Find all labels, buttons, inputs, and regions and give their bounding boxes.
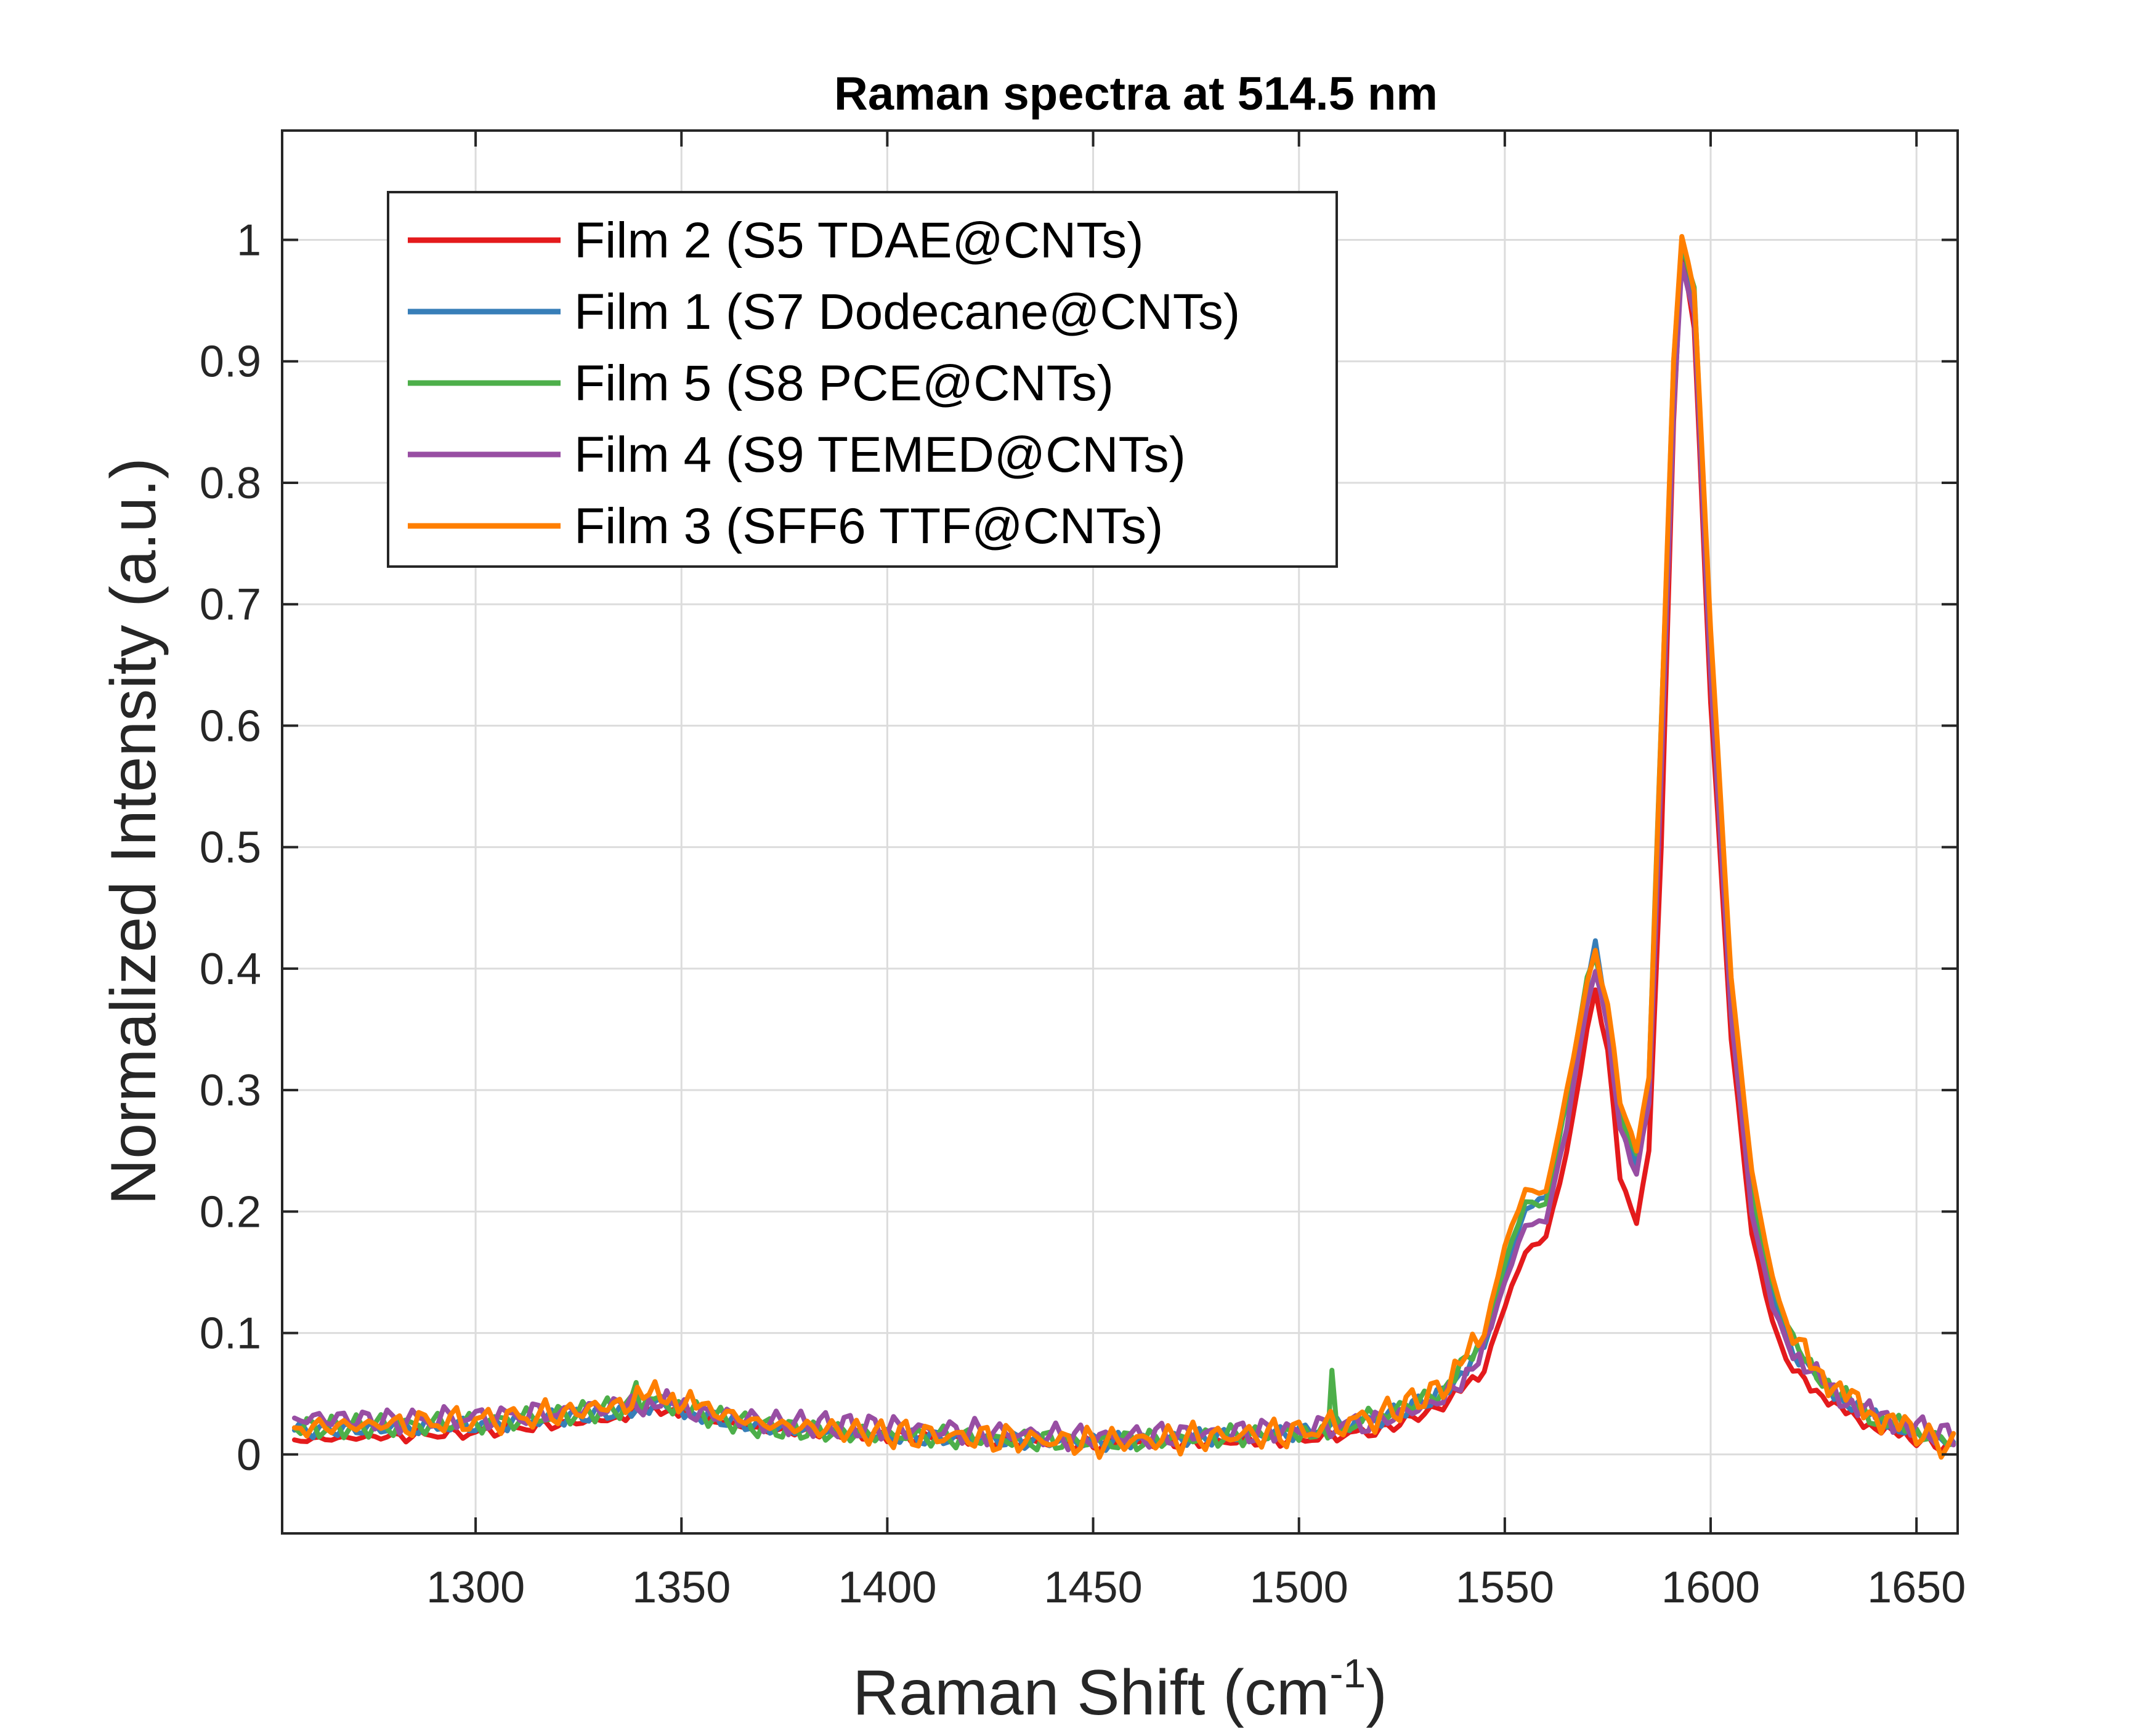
x-tick-label: 1650 bbox=[1867, 1563, 1966, 1612]
series-line bbox=[292, 234, 1956, 1460]
x-axis-label-suffix: ) bbox=[1366, 1657, 1387, 1728]
x-axis-label-main: Raman Shift (cm bbox=[853, 1657, 1329, 1728]
x-tick-labels: 1300 1350 1400 1450 1500 1550 1600 1650 bbox=[426, 1563, 1966, 1612]
legend-item: Film 2 (S5 TDAE@CNTs) bbox=[408, 212, 1144, 268]
y-tick-label: 0.1 bbox=[200, 1309, 261, 1359]
y-tick-label: 1 bbox=[237, 216, 261, 265]
y-axis-label: Normalized Intensity (a.u.) bbox=[98, 458, 169, 1205]
y-tick-labels: 0 0.1 0.2 0.3 0.4 0.5 0.6 0.7 0.8 0.9 1 bbox=[200, 216, 261, 1480]
x-tick-label: 1550 bbox=[1456, 1563, 1554, 1612]
y-tick-label: 0.2 bbox=[200, 1187, 261, 1237]
y-tick-label: 0.3 bbox=[200, 1066, 261, 1115]
axis-ticks bbox=[282, 131, 1958, 1533]
legend-label: Film 2 (S5 TDAE@CNTs) bbox=[574, 212, 1144, 268]
y-tick-label: 0 bbox=[237, 1431, 261, 1480]
x-axis-label: Raman Shift (cm-1) bbox=[853, 1650, 1387, 1728]
chart-title: Raman spectra at 514.5 nm bbox=[834, 68, 1438, 120]
y-tick-label: 0.7 bbox=[200, 580, 261, 629]
y-tick-label: 0.8 bbox=[200, 459, 261, 508]
x-tick-label: 1300 bbox=[426, 1563, 525, 1612]
legend-label: Film 1 (S7 Dodecane@CNTs) bbox=[574, 284, 1240, 340]
series-lines bbox=[292, 234, 1956, 1460]
legend-label: Film 5 (S8 PCE@CNTs) bbox=[574, 355, 1114, 411]
y-tick-label: 0.9 bbox=[200, 337, 261, 387]
legend-entries: Film 2 (S5 TDAE@CNTs) Film 1 (S7 Dodecane… bbox=[408, 212, 1240, 554]
y-tick-label: 0.4 bbox=[200, 945, 261, 994]
legend-label: Film 4 (S9 TEMED@CNTs) bbox=[574, 427, 1186, 483]
x-tick-label: 1400 bbox=[838, 1563, 936, 1612]
x-tick-label: 1500 bbox=[1250, 1563, 1348, 1612]
legend-box bbox=[387, 191, 1338, 568]
y-tick-label: 0.5 bbox=[200, 823, 261, 873]
legend-label: Film 3 (SFF6 TTF@CNTs) bbox=[574, 498, 1163, 554]
plot-frame bbox=[281, 129, 1959, 1535]
legend: Film 2 (S5 TDAE@CNTs) Film 1 (S7 Dodecane… bbox=[387, 191, 1338, 568]
legend-item: Film 3 (SFF6 TTF@CNTs) bbox=[408, 498, 1163, 554]
legend-item: Film 5 (S8 PCE@CNTs) bbox=[408, 355, 1114, 411]
legend-item: Film 1 (S7 Dodecane@CNTs) bbox=[408, 284, 1240, 340]
x-tick-label: 1350 bbox=[632, 1563, 731, 1612]
x-tick-label: 1600 bbox=[1661, 1563, 1760, 1612]
y-tick-label: 0.6 bbox=[200, 701, 261, 751]
x-axis-label-superscript: -1 bbox=[1330, 1650, 1366, 1696]
x-tick-label: 1450 bbox=[1044, 1563, 1142, 1612]
legend-item: Film 4 (S9 TEMED@CNTs) bbox=[408, 427, 1186, 483]
